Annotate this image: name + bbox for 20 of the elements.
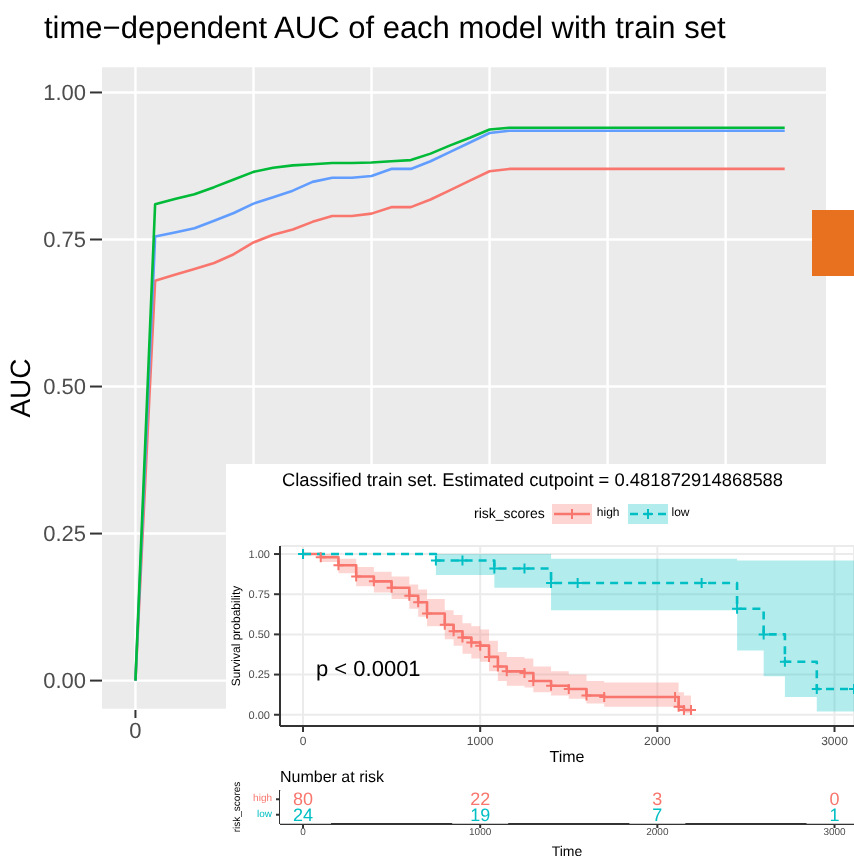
data-label: 3 xyxy=(652,789,663,810)
chart-title: Classified train set. Estimated cutpoint = 0.481872914868588 xyxy=(282,470,784,490)
annotation: p < 0.0001 xyxy=(316,658,421,682)
x-tick-label: 0 xyxy=(129,720,142,744)
chart-title: time−dependent AUC of each model with train set xyxy=(44,12,726,48)
y-tick-label: 0.75 xyxy=(43,229,86,254)
y-axis-title: AUC xyxy=(3,358,36,418)
data-label: 19 xyxy=(470,804,491,825)
y-tick-label: 1.00 xyxy=(43,82,86,107)
data-label: 0 xyxy=(829,789,840,810)
y-tick-label: 0.25 xyxy=(43,523,86,548)
data-label: 80 xyxy=(293,789,314,810)
data-label: 7 xyxy=(652,804,663,825)
y-tick-label: 0.00 xyxy=(43,670,86,695)
y-tick-label: 0.50 xyxy=(43,376,86,401)
data-label: 24 xyxy=(293,804,314,825)
x-axis-title: Time xyxy=(549,748,586,766)
chart-title: Number at risk xyxy=(280,768,385,786)
data-label: 1 xyxy=(829,804,840,825)
data-label: 22 xyxy=(470,789,491,810)
